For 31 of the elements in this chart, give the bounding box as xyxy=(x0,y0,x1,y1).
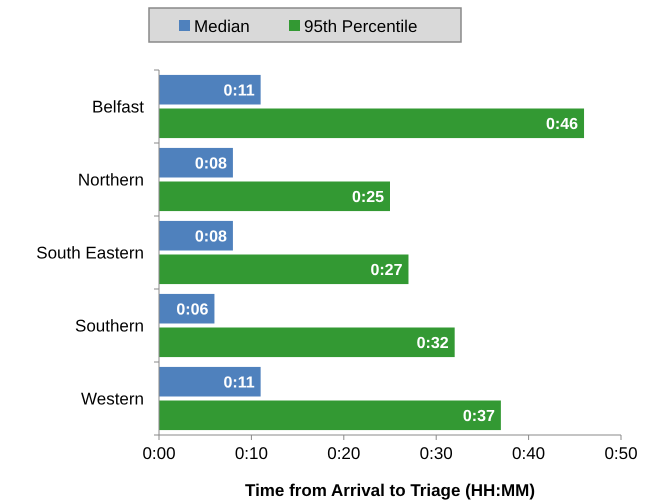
legend-label: Median xyxy=(194,16,250,36)
x-axis-title: Time from Arrival to Triage (HH:MM) xyxy=(245,481,535,500)
data-label: 0:32 xyxy=(416,334,449,352)
y-tick-label: Northern xyxy=(78,170,144,190)
bar xyxy=(159,108,584,138)
legend-label: 95th Percentile xyxy=(304,16,418,36)
data-label: 0:25 xyxy=(352,188,384,206)
y-tick-label: Western xyxy=(81,389,144,408)
x-tick-label: 0:20 xyxy=(327,444,360,463)
y-tick-label: Belfast xyxy=(92,97,144,116)
bar xyxy=(159,74,261,104)
x-tick-label: 0:40 xyxy=(512,444,546,463)
data-label: 0:46 xyxy=(546,116,578,133)
bar xyxy=(159,182,390,212)
bar xyxy=(159,328,455,358)
data-label: 0:37 xyxy=(462,408,495,425)
data-label: 0:08 xyxy=(194,155,228,172)
x-tick-label: 0:30 xyxy=(420,444,453,463)
y-tick-label: South Eastern xyxy=(36,243,144,262)
x-tick-label: 0:50 xyxy=(604,444,638,463)
data-label: 0:27 xyxy=(370,262,403,279)
bar xyxy=(159,366,261,396)
data-label: 0:11 xyxy=(224,374,255,392)
bar xyxy=(159,254,408,284)
data-label: 0:11 xyxy=(224,82,255,100)
x-tick-label: 0:00 xyxy=(142,444,176,463)
x-tick-label: 0:10 xyxy=(234,444,268,463)
data-label: 0:06 xyxy=(176,301,209,318)
bar xyxy=(159,400,501,430)
y-tick-label: Southern xyxy=(75,316,144,336)
data-label: 0:08 xyxy=(194,228,228,246)
